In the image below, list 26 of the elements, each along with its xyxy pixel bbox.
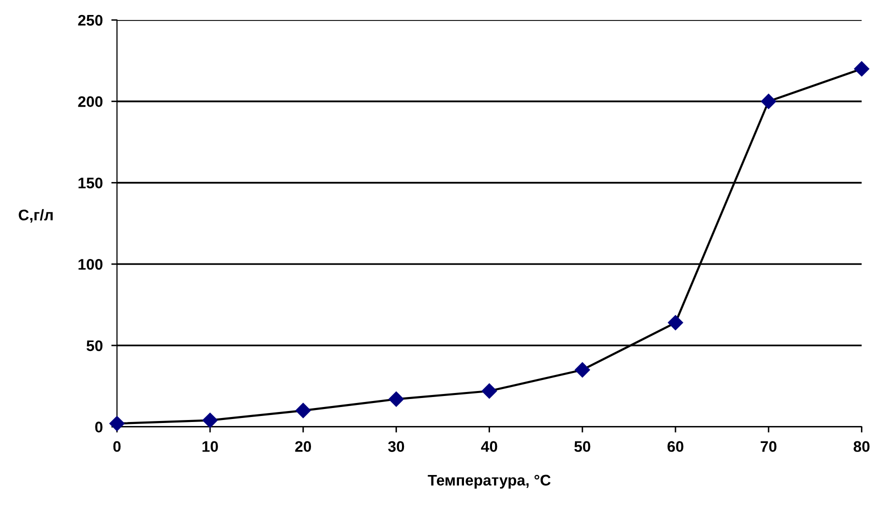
x-tick-label: 50 xyxy=(574,441,590,452)
x-tick-label: 70 xyxy=(760,441,776,452)
point xyxy=(854,61,870,76)
x-tick-label: 60 xyxy=(668,441,684,452)
point xyxy=(109,416,125,432)
y-tick-label: 0 xyxy=(95,422,102,432)
point xyxy=(574,362,590,378)
x-tick-label: 40 xyxy=(481,441,498,452)
y-tick-label: 200 xyxy=(78,96,102,108)
x-tick-label: 0 xyxy=(113,441,121,452)
y-tick-label: 100 xyxy=(78,258,102,270)
y-axis-title: С,г/л xyxy=(18,209,53,223)
point xyxy=(482,383,497,399)
y-tick-label: 250 xyxy=(78,14,102,26)
y-tick-label: 150 xyxy=(78,178,102,188)
x-tick-label: 80 xyxy=(854,441,870,452)
x-tick-label: 20 xyxy=(295,441,312,452)
x-tick-label: 10 xyxy=(202,441,218,452)
x-tick-label: 30 xyxy=(388,441,404,452)
y-tick-label: 50 xyxy=(86,340,102,352)
point xyxy=(202,412,218,428)
point xyxy=(388,392,404,407)
point xyxy=(761,94,776,109)
point xyxy=(296,402,311,418)
point xyxy=(668,315,684,330)
x-axis-title: Температура, °С xyxy=(428,474,551,489)
